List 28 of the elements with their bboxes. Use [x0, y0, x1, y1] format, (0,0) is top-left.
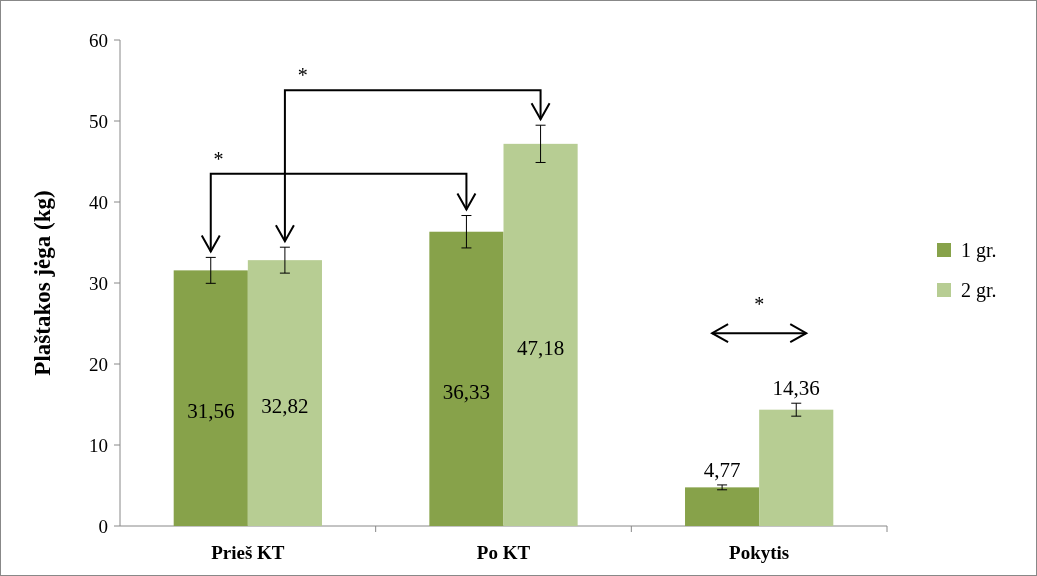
- bar: [429, 231, 504, 526]
- data-label: 47,18: [516, 335, 565, 360]
- legend-label: 1 gr.: [961, 239, 997, 262]
- y-tick-label: 40: [89, 191, 108, 213]
- y-axis-title: Plaštakos jėga (kg): [30, 190, 55, 376]
- bar: [503, 143, 578, 526]
- annotation: *: [754, 293, 765, 316]
- bar: [759, 409, 834, 526]
- data-label: 36,33: [442, 379, 491, 404]
- x-tick-label: Po KT: [476, 542, 531, 563]
- legend-label: 2 gr.: [961, 279, 997, 302]
- y-tick-label: 50: [89, 110, 108, 132]
- data-label: 14,36: [772, 376, 820, 401]
- bar: [173, 270, 248, 526]
- y-tick-label: 0: [98, 515, 108, 537]
- data-label: 32,82: [261, 394, 309, 419]
- x-tick-label: Pokytis: [729, 542, 790, 563]
- bar: [247, 260, 322, 526]
- y-tick-label: 60: [89, 29, 108, 51]
- bar: [685, 487, 760, 526]
- annotation: *: [297, 64, 308, 87]
- data-label: 4,77: [703, 457, 741, 482]
- y-tick-label: 20: [89, 353, 108, 375]
- data-label: 31,56: [187, 399, 235, 424]
- annotation: *: [213, 147, 224, 170]
- x-tick-label: Prieš KT: [211, 542, 285, 563]
- y-tick-label: 10: [89, 434, 108, 456]
- y-tick-label: 30: [89, 272, 108, 294]
